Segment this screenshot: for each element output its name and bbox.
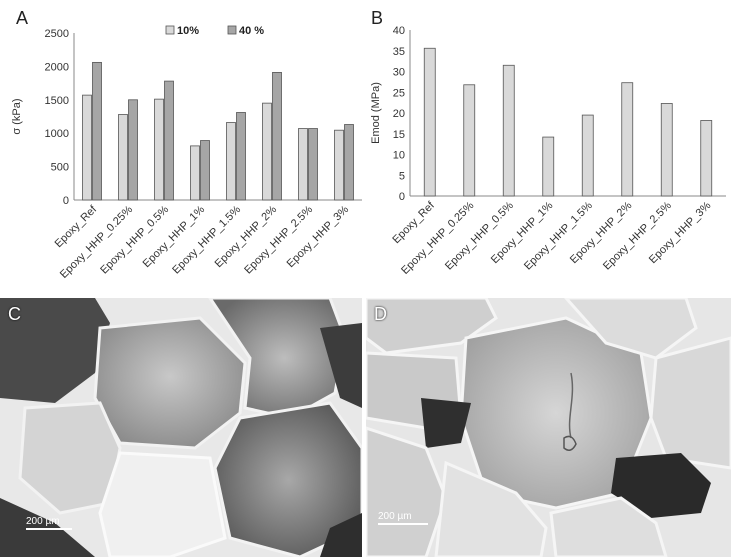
bar-series1-cat7 — [344, 124, 354, 201]
bar-series1-cat0 — [92, 61, 102, 201]
y-axis-title: σ (kPa) — [11, 98, 23, 134]
sem-micrograph-d — [366, 298, 731, 557]
y-tick-label: 1000 — [45, 128, 69, 140]
x-tick-label: Epoxy_HHP_1% — [141, 203, 208, 270]
scale-bar-line-c — [26, 528, 72, 530]
y-tick-label: 40 — [393, 25, 405, 37]
bar-cat2 — [502, 64, 515, 197]
bar-cat1 — [463, 84, 476, 197]
x-tick-label: Epoxy_HHP_0.5% — [98, 203, 171, 276]
panel-label: B — [371, 8, 383, 28]
y-axis-title: Emod (MPa) — [370, 82, 382, 144]
panel-label-d: D — [374, 304, 387, 324]
bar-series0-cat5 — [262, 102, 272, 201]
y-tick-label: 2000 — [45, 61, 69, 73]
bar-series1-cat4 — [236, 112, 246, 201]
x-tick-label: Epoxy_HHP_2% — [213, 203, 280, 270]
y-tick-label: 20 — [393, 108, 405, 120]
bar-series1-cat2 — [164, 80, 174, 201]
sem-image-c: C 200 µm — [0, 298, 362, 557]
bar-series0-cat6 — [298, 128, 308, 201]
bar-cat6 — [660, 103, 673, 197]
x-tick-label: Epoxy_HHP_0.5% — [443, 199, 516, 272]
bar-cat7 — [700, 120, 713, 197]
x-tick-label: Epoxy_HHP_2.5% — [601, 199, 674, 272]
legend-label-0: 10% — [177, 25, 199, 37]
y-tick-label: 0 — [399, 191, 405, 203]
bar-series0-cat2 — [154, 98, 164, 201]
bar-series0-cat0 — [82, 94, 92, 201]
legend-swatch-1 — [227, 25, 237, 35]
y-tick-label: 10 — [393, 150, 405, 162]
bar-series0-cat3 — [190, 145, 200, 201]
panel-label-c: C — [8, 304, 21, 324]
bar-cat5 — [621, 82, 634, 197]
scale-bar-label-d: 200 µm — [378, 511, 412, 522]
y-tick-label: 0 — [63, 195, 69, 207]
y-tick-label: 25 — [393, 87, 405, 99]
x-tick-label: Epoxy_HHP_2.5% — [242, 203, 315, 276]
bar-series1-cat1 — [128, 99, 138, 201]
x-tick-label: Epoxy_HHP_0.25% — [399, 199, 476, 276]
panel-label: A — [16, 8, 28, 28]
bar-series0-cat7 — [334, 129, 344, 201]
bar-series1-cat5 — [272, 72, 282, 201]
y-tick-label: 2500 — [45, 28, 69, 40]
scale-bar-d: 200 µm — [378, 511, 428, 525]
x-tick-label: Epoxy_HHP_1.5% — [522, 199, 595, 272]
bar-series0-cat1 — [118, 114, 128, 201]
scale-bar-line-d — [378, 523, 428, 525]
bar-series0-cat4 — [226, 122, 236, 201]
bar-cat4 — [581, 114, 594, 197]
legend-label-1: 40 % — [239, 25, 264, 37]
bar-cat0 — [423, 47, 436, 197]
y-tick-label: 30 — [393, 67, 405, 79]
sem-image-d: D 200 µm — [366, 298, 731, 557]
x-tick-label: Epoxy_HHP_3% — [285, 203, 352, 270]
y-tick-label: 5 — [399, 170, 405, 182]
x-tick-label: Epoxy_HHP_1.5% — [170, 203, 243, 276]
scale-bar-label-c: 200 µm — [26, 516, 60, 527]
bar-series1-cat6 — [308, 128, 318, 201]
y-tick-label: 15 — [393, 129, 405, 141]
y-tick-label: 35 — [393, 46, 405, 58]
scale-bar-c: 200 µm — [26, 516, 72, 530]
y-tick-label: 500 — [51, 162, 69, 174]
bar-cat3 — [542, 136, 555, 197]
bar-series1-cat3 — [200, 140, 210, 201]
sem-micrograph-c — [0, 298, 362, 557]
legend-swatch-0 — [165, 25, 175, 35]
y-tick-label: 1500 — [45, 95, 69, 107]
